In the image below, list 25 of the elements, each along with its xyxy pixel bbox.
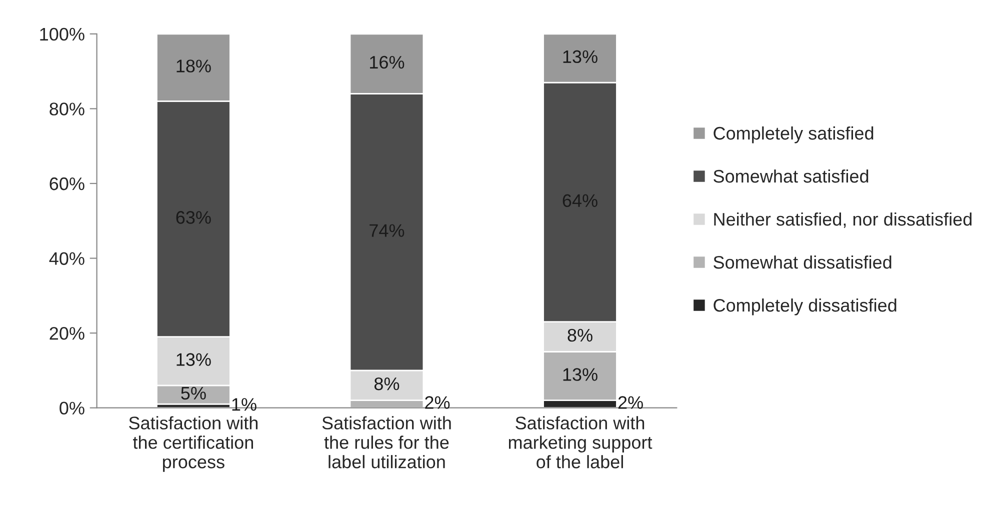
legend-label: Completely dissatisfied [714, 298, 896, 316]
data-label: 13% [176, 353, 211, 366]
data-label: 1% [232, 398, 256, 411]
data-label: 18% [176, 60, 211, 72]
legend-label: Completely satisfied [714, 126, 874, 144]
legend-label: Neither satisfied, nor dissatisfied [714, 212, 972, 228]
data-label: 8% [568, 328, 592, 342]
legend-label: Somewhat dissatisfied [714, 255, 892, 269]
data-label: 2% [425, 396, 450, 409]
x-tick-label: Satisfaction with the certification process [129, 416, 258, 472]
data-label: 13% [563, 368, 598, 381]
y-tick-label: 20% [50, 326, 84, 340]
legend-label: Somewhat satisfied [714, 169, 868, 183]
data-label: 2% [618, 396, 643, 409]
y-tick-label: 100% [40, 28, 84, 41]
y-tick-label: 0% [60, 402, 84, 415]
y-tick-label: 40% [49, 252, 84, 265]
data-label: 8% [374, 377, 400, 390]
x-tick-label: Satisfaction with marketing support of the label [508, 416, 652, 468]
y-tick-label: 80% [50, 102, 84, 116]
x-tick-label: Satisfaction with the rules for the label utilization [322, 416, 451, 468]
data-label: 5% [181, 386, 206, 400]
data-label: 16% [370, 56, 404, 69]
data-label: 13% [563, 50, 598, 64]
y-tick-label: 60% [50, 177, 84, 190]
